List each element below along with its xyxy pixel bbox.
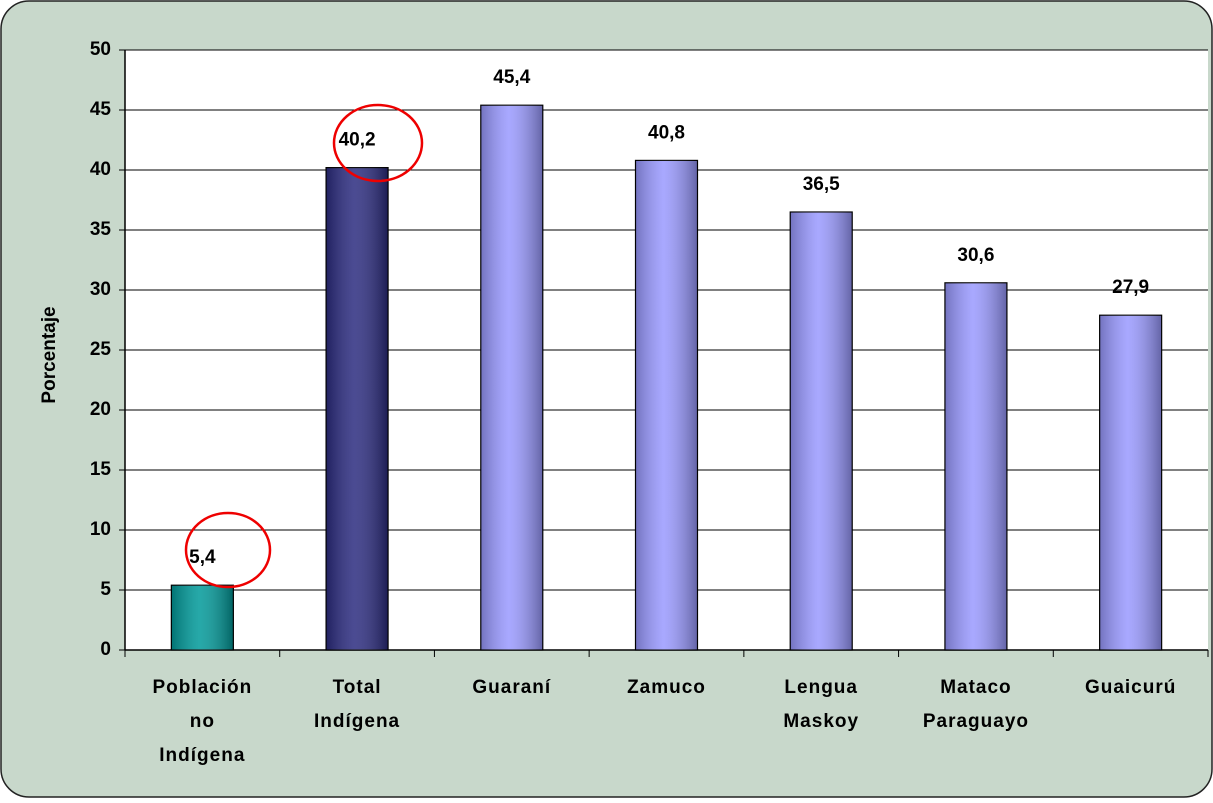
y-tick-label: 50 bbox=[90, 39, 111, 60]
data-label: 5,4 bbox=[189, 547, 216, 568]
bar-shading bbox=[480, 105, 543, 650]
y-axis-label: Porcentaje bbox=[39, 306, 60, 403]
y-tick-label: 10 bbox=[90, 519, 111, 540]
bar-shading bbox=[171, 585, 234, 650]
y-tick-label: 0 bbox=[100, 639, 111, 660]
x-tick-label: Zamuco bbox=[627, 677, 706, 698]
bar-shading bbox=[944, 282, 1007, 650]
x-tick-label: Indígena bbox=[314, 711, 400, 732]
y-tick-label: 35 bbox=[90, 219, 112, 240]
x-tick-label: Guaraní bbox=[472, 677, 551, 698]
x-tick-label: no bbox=[190, 711, 215, 732]
data-label: 27,9 bbox=[1112, 277, 1149, 298]
data-label: 30,6 bbox=[957, 245, 994, 266]
bar-shading bbox=[790, 212, 853, 650]
highlight-ellipse bbox=[332, 103, 424, 183]
x-tick-label: Total bbox=[333, 677, 382, 698]
y-tick-label: 20 bbox=[90, 399, 111, 420]
data-label: 45,4 bbox=[493, 67, 530, 88]
bar-shading bbox=[1099, 315, 1162, 650]
bar-shading bbox=[635, 160, 698, 650]
highlight-ellipse bbox=[184, 511, 272, 589]
x-tick-label: Paraguayo bbox=[923, 711, 1029, 732]
y-tick-label: 25 bbox=[90, 339, 112, 360]
y-tick-label: 40 bbox=[90, 159, 111, 180]
x-tick-label: Maskoy bbox=[783, 711, 859, 732]
y-tick-label: 45 bbox=[90, 99, 112, 120]
data-label: 36,5 bbox=[803, 174, 840, 195]
bar-shading bbox=[326, 167, 389, 650]
x-tick-label: Población bbox=[152, 677, 252, 698]
y-tick-label: 15 bbox=[90, 459, 112, 480]
y-tick-label: 5 bbox=[100, 579, 111, 600]
x-tick-label: Indígena bbox=[159, 745, 245, 766]
x-tick-label: Mataco bbox=[940, 677, 1011, 698]
marks: 0 5 10 15 20 25 30 35 40 45 50 Población no Indígena 5… bbox=[90, 39, 1209, 766]
data-label: 40,2 bbox=[339, 130, 376, 151]
x-tick-label: Guaicurú bbox=[1085, 677, 1176, 698]
data-label: 40,8 bbox=[648, 122, 685, 143]
x-tick-label: Lengua bbox=[784, 677, 858, 698]
y-tick-label: 30 bbox=[90, 279, 111, 300]
